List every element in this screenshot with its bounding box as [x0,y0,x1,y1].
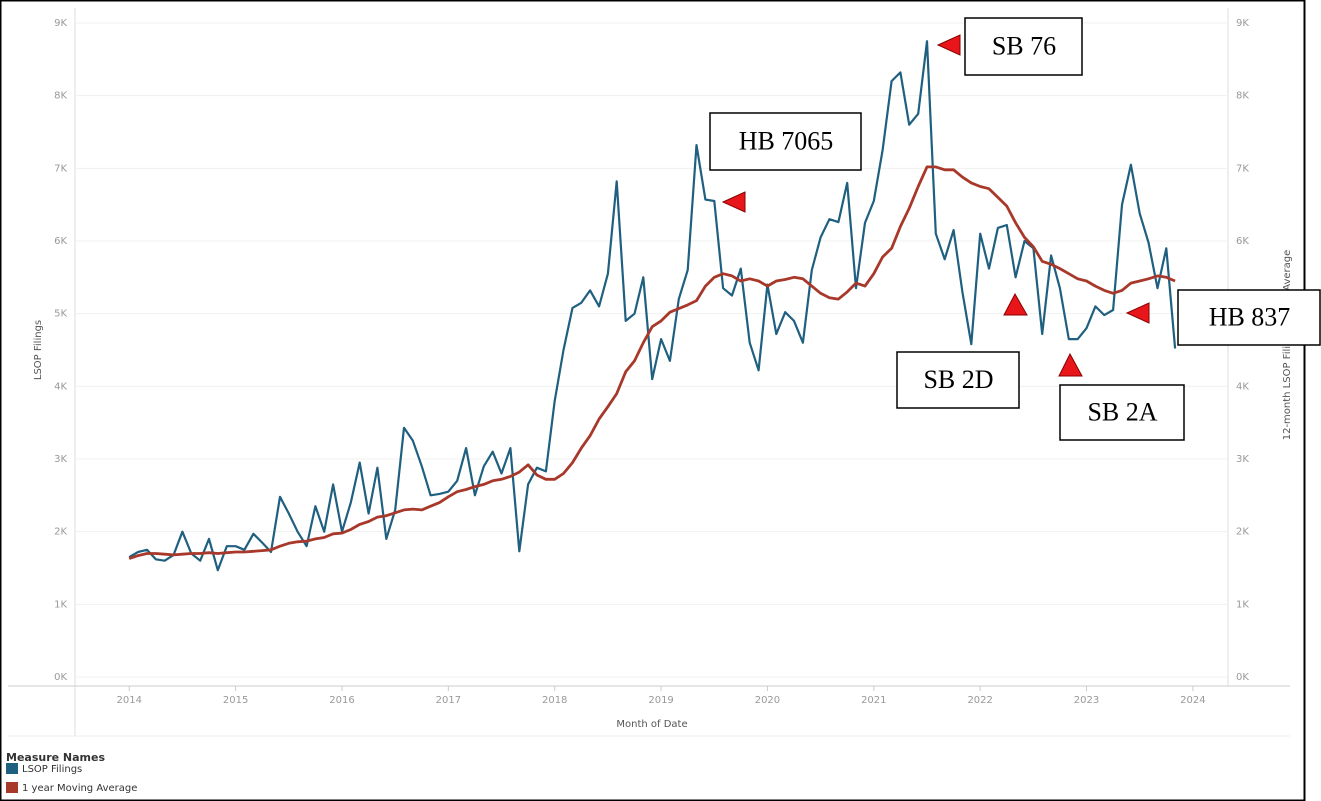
y-tick-label: 0K [54,672,67,683]
y2-tick-label: 2K [1236,527,1249,538]
x-tick-label: 2022 [967,695,992,706]
annotation-box [896,351,1020,409]
y2-tick-label: 6K [1236,236,1249,247]
annotation-text: SB 76 [992,31,1056,60]
x-tick-label: 2014 [117,695,142,706]
y-tick-label: 4K [54,381,67,392]
legend-label: LSOP Filings [22,764,82,775]
y-tick-label: 5K [54,309,67,320]
y2-tick-label: 8K [1236,91,1249,102]
y2-tick-label: 4K [1236,381,1249,392]
y-tick-label: 6K [54,236,67,247]
x-tick-label: 2023 [1074,695,1099,706]
annotation-text: HB 837 [1209,302,1291,331]
y-tick-label: 1K [54,599,67,610]
x-tick-label: 2020 [755,695,780,706]
annotation-marker [721,191,746,213]
annotation-box [964,17,1083,76]
y-tick-label: 2K [54,527,67,538]
y2-tick-label: 0K [1236,672,1249,683]
legend-swatch [6,763,18,774]
x-tick-label: 2019 [648,695,673,706]
annotation-box [709,112,862,171]
annotation-box [1059,384,1185,441]
legend-swatch [6,782,18,793]
x-tick-label: 2016 [329,695,354,706]
y2-tick-label: 3K [1236,454,1249,465]
y-tick-label: 8K [54,91,67,102]
x-tick-label: 2024 [1180,695,1205,706]
y-axis-label: LSOP Filings [33,320,44,380]
legend-label: 1 year Moving Average [22,783,137,794]
y2-tick-label: 7K [1236,163,1249,174]
x-tick-label: 2015 [223,695,248,706]
annotation-marker [1058,352,1083,377]
legend-title: Measure Names [6,751,105,764]
x-tick-label: 2021 [861,695,886,706]
annotation-marker [936,34,961,56]
annotation-text: HB 7065 [739,126,834,155]
y2-tick-label: 9K [1236,18,1249,29]
annotation-marker [1003,292,1028,316]
annotation-box [1177,289,1321,346]
annotation-marker [1125,302,1150,324]
y2-tick-label: 1K [1236,599,1249,610]
x-tick-label: 2018 [542,695,567,706]
series-line [128,165,1176,560]
x-axis-label: Month of Date [616,719,687,730]
annotation-text: SB 2A [1087,397,1157,426]
y-tick-label: 9K [54,18,67,29]
y-tick-label: 7K [54,163,67,174]
x-tick-label: 2017 [436,695,461,706]
annotation-text: SB 2D [923,365,993,394]
y-tick-label: 3K [54,454,67,465]
